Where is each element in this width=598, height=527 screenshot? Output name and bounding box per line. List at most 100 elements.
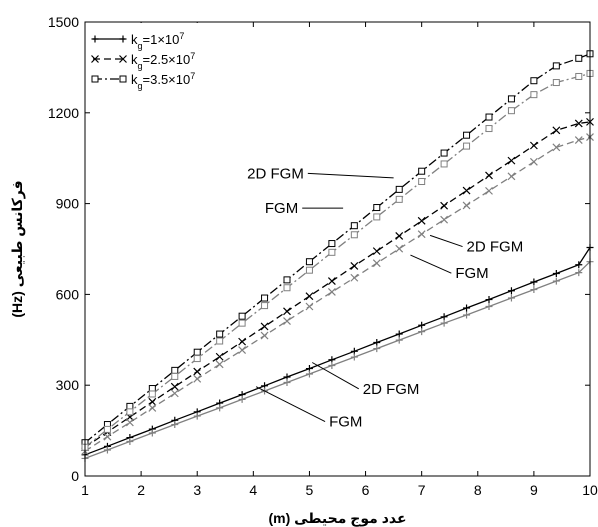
x-tick-label: 5 [306, 482, 314, 498]
data-point [148, 390, 156, 398]
data-point [440, 201, 449, 210]
data-point [148, 429, 156, 437]
plot-frame [84, 21, 591, 477]
legend-label: kg=3.5×107 [131, 71, 195, 91]
data-point [238, 395, 246, 403]
legend-marker [119, 75, 127, 83]
y-axis-title: فرکانس طبیعی (Hz) [9, 180, 26, 317]
data-point [530, 91, 538, 99]
x-tick-label: 2 [137, 482, 145, 498]
data-point [238, 346, 247, 355]
data-point [350, 273, 359, 282]
series-line [84, 121, 591, 448]
data-point [193, 348, 201, 356]
data-point [103, 446, 111, 454]
y-tick-label: 0 [71, 468, 79, 484]
data-point [575, 54, 583, 62]
y-tick-label: 600 [56, 286, 80, 302]
data-point [507, 294, 515, 302]
data-point [395, 232, 404, 240]
annotation-leader [307, 172, 394, 179]
series-line [84, 247, 591, 456]
x-tick-label: 8 [474, 482, 482, 498]
data-point [216, 337, 224, 345]
data-point [574, 119, 583, 128]
data-point [261, 294, 269, 302]
data-point [418, 178, 426, 186]
data-point [395, 336, 403, 344]
data-point [305, 302, 314, 311]
data-point [372, 247, 381, 256]
data-point [260, 322, 269, 331]
data-point [148, 403, 157, 412]
data-point [171, 372, 179, 380]
data-point [552, 62, 560, 70]
legend-marker [119, 55, 127, 63]
data-point [418, 321, 426, 329]
data-point [170, 389, 179, 398]
data-point [575, 269, 583, 277]
x-tick-label: 7 [418, 482, 426, 498]
legend-label: kg=2.5×107 [131, 51, 195, 71]
data-point [485, 296, 493, 304]
y-tick-label: 300 [56, 377, 80, 393]
data-point [283, 284, 291, 292]
data-point [283, 276, 291, 284]
data-point [126, 408, 134, 416]
y-tick-label: 1200 [48, 105, 79, 121]
data-point [215, 352, 224, 361]
data-point [216, 330, 224, 338]
data-point [574, 136, 583, 144]
data-point [305, 292, 314, 301]
data-point [283, 307, 291, 316]
data-point [463, 142, 471, 150]
data-point [193, 412, 201, 420]
series-line [84, 53, 591, 444]
x-tick-label: 6 [362, 482, 370, 498]
data-point [485, 171, 493, 180]
data-point [327, 288, 336, 296]
series-line [84, 72, 591, 448]
data-point [395, 244, 404, 253]
data-point [507, 107, 515, 115]
series-line [84, 136, 591, 452]
data-point [350, 353, 358, 361]
y-tick-label: 1500 [48, 14, 79, 30]
data-point [440, 215, 449, 224]
data-point [575, 261, 583, 269]
data-point [552, 126, 561, 135]
x-tick-label: 1 [81, 482, 89, 498]
data-point [103, 425, 111, 433]
annotation-label: FGM [329, 414, 362, 431]
tick-labels: 1 2 3 4 5 6 7 8 9 10 0 300 600 900 1200 1500 [48, 14, 598, 498]
data-point [552, 277, 560, 285]
data-point [305, 266, 313, 274]
data-point [463, 131, 471, 139]
data-point [373, 213, 381, 221]
data-point [395, 330, 403, 338]
data-point [417, 216, 426, 225]
data-point [373, 204, 381, 212]
data-point [530, 77, 538, 85]
annotation-label: 2D FGM [247, 165, 304, 182]
x-tick-label: 10 [582, 482, 598, 498]
legend-marker [91, 75, 99, 83]
data-point [305, 258, 313, 266]
x-axis-title: عدد موج محیطی (m) [268, 510, 406, 527]
annotation-label: 2D FGM [363, 381, 420, 398]
data-point [216, 404, 224, 412]
data-point [485, 113, 493, 121]
data-point [238, 337, 247, 346]
data-point [395, 195, 403, 203]
x-tick-label: 4 [249, 482, 257, 498]
data-point [463, 304, 471, 312]
data-point [440, 313, 448, 321]
legend-background [86, 23, 236, 87]
data-point [148, 397, 157, 406]
data-point [193, 355, 201, 363]
legend-label: kg=1×107 [131, 31, 184, 51]
data-point [463, 311, 471, 319]
data-point [507, 95, 515, 103]
